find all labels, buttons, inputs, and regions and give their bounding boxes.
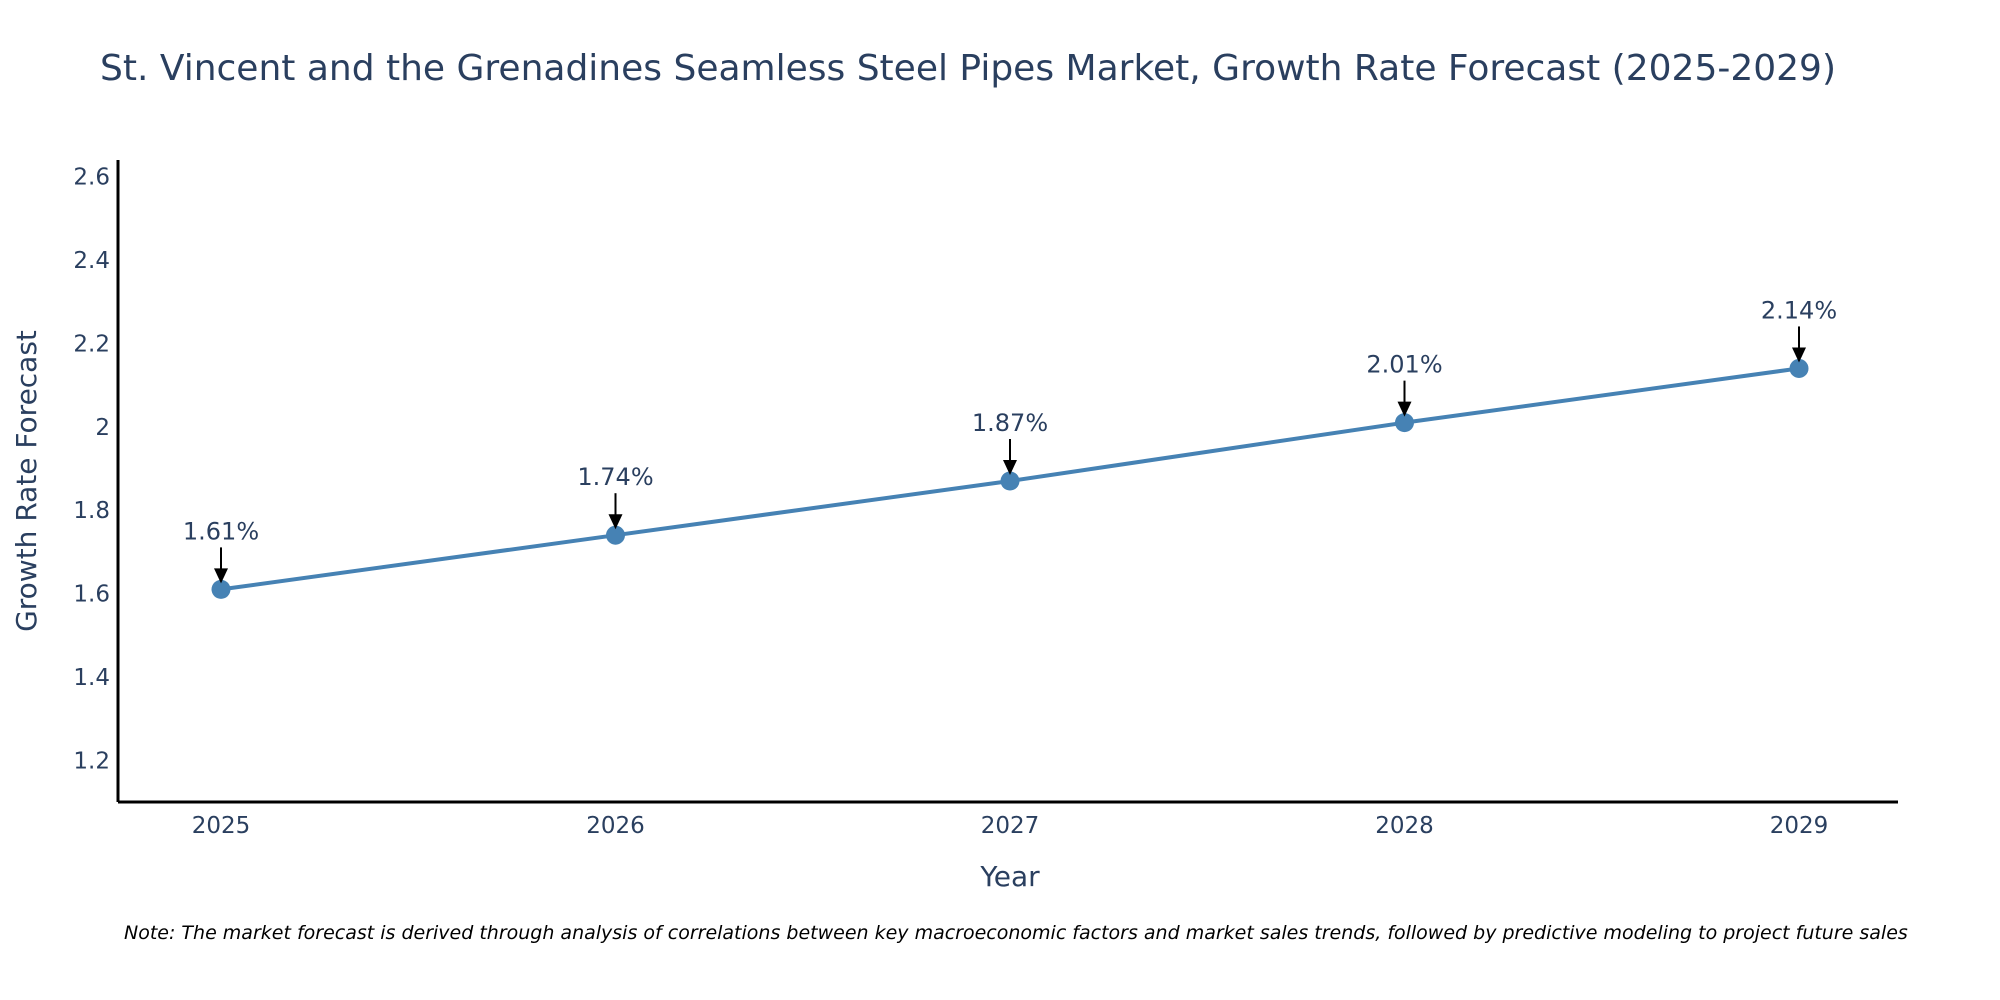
x-tick-label: 2025 (192, 813, 251, 839)
y-tick-label: 1.2 (73, 748, 110, 774)
chart-title: St. Vincent and the Grenadines Seamless … (100, 48, 1836, 89)
forecast-note: Note: The market forecast is derived thr… (124, 922, 1908, 944)
y-tick-label: 2.6 (73, 165, 110, 191)
annotation-arrowhead (214, 568, 228, 584)
x-tick-label: 2029 (1770, 813, 1829, 839)
data-point-2029 (1789, 358, 1809, 378)
annotation-arrowhead (608, 514, 623, 530)
annotation-arrowhead (1792, 347, 1806, 363)
x-tick-label: 2026 (586, 813, 645, 839)
y-tick-label: 1.8 (73, 498, 110, 524)
data-label: 1.61% (183, 517, 259, 545)
data-annotations: 1.61% 1.74% 1.87% 2.01% 2.14% (183, 296, 1837, 584)
x-axis-title: Year (979, 860, 1040, 893)
data-point-2026 (606, 525, 625, 545)
y-tick-label: 2 (95, 415, 110, 441)
y-axis-ticks: 1.2 1.4 1.6 1.8 2 2.2 2.4 2.6 (73, 165, 110, 775)
annotation-arrowhead (1397, 401, 1412, 417)
y-tick-label: 2.4 (73, 248, 110, 274)
y-tick-label: 1.6 (73, 582, 110, 608)
y-tick-label: 1.4 (73, 665, 110, 691)
annotation-arrowhead (1003, 460, 1017, 475)
data-point-2027 (1000, 471, 1020, 491)
data-point-2025 (211, 579, 231, 599)
data-label: 2.14% (1761, 296, 1837, 324)
data-label: 1.74% (577, 463, 653, 491)
data-label: 1.87% (972, 409, 1048, 437)
y-tick-label: 2.2 (73, 331, 110, 357)
x-axis-ticks: 2025 2026 2027 2028 2029 (192, 813, 1829, 839)
growth-series (211, 358, 1809, 599)
data-point-2028 (1395, 413, 1414, 433)
y-axis-title: Growth Rate Forecast (10, 330, 43, 632)
x-tick-label: 2027 (981, 813, 1040, 839)
data-label: 2.01% (1366, 351, 1442, 379)
x-tick-label: 2028 (1375, 813, 1434, 839)
